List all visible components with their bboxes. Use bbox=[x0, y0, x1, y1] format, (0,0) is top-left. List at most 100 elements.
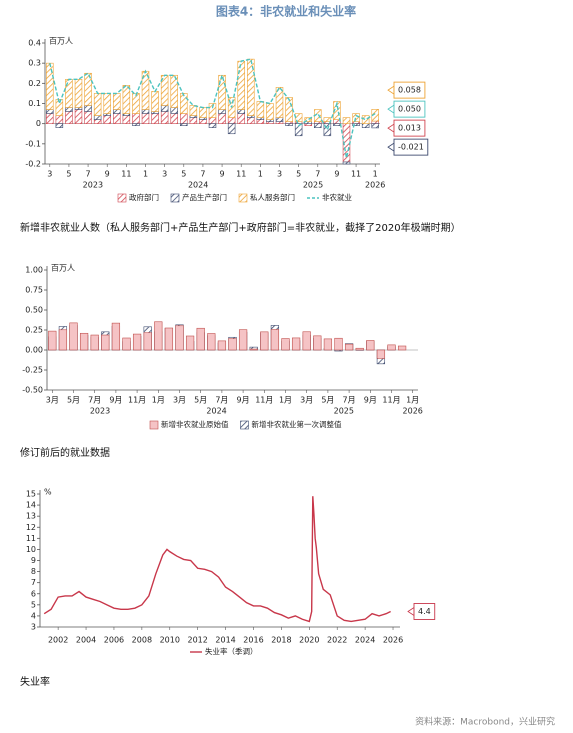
bar bbox=[170, 107, 178, 114]
bar bbox=[260, 331, 269, 351]
legend-swatch bbox=[240, 420, 249, 430]
x-group-label: 2024 bbox=[206, 407, 226, 416]
x-group-label: 2023 bbox=[83, 181, 103, 190]
bar bbox=[371, 123, 379, 129]
y-tick-label: -0.1 bbox=[25, 139, 41, 148]
x-tick-label: 11 bbox=[121, 170, 131, 179]
x-group-label: 2024 bbox=[188, 181, 208, 190]
bar bbox=[247, 115, 255, 118]
legend-swatch bbox=[238, 193, 248, 203]
x-tick-label: 3月 bbox=[173, 396, 186, 405]
y-tick-label: 9 bbox=[31, 556, 36, 565]
bar bbox=[275, 87, 284, 118]
bar bbox=[90, 334, 99, 351]
bar bbox=[170, 113, 178, 124]
caption: 失业率 bbox=[20, 675, 50, 688]
bar bbox=[291, 337, 301, 351]
y-tick-label: 0 bbox=[36, 119, 41, 128]
x-tick-label: 1月 bbox=[152, 396, 165, 405]
bar bbox=[227, 117, 236, 124]
end-label: 0.013 bbox=[398, 124, 421, 133]
bar bbox=[333, 123, 341, 126]
bar bbox=[207, 333, 216, 351]
end-label-box bbox=[413, 603, 436, 620]
bar bbox=[93, 93, 102, 116]
x-group-label: 2025 bbox=[303, 181, 323, 190]
bar bbox=[46, 62, 54, 110]
bar bbox=[164, 327, 174, 351]
bar bbox=[113, 93, 121, 110]
y-tick-label: 5 bbox=[31, 600, 36, 609]
bar bbox=[93, 119, 102, 124]
legend-swatch bbox=[117, 193, 127, 203]
bar bbox=[249, 348, 258, 351]
bar bbox=[189, 117, 198, 124]
end-label-box bbox=[393, 119, 426, 137]
y-tick-label: 10 bbox=[26, 545, 36, 554]
x-tick-label: 2006 bbox=[104, 636, 124, 645]
end-label: -0.021 bbox=[398, 143, 424, 152]
x-tick-label: 11月 bbox=[128, 396, 146, 405]
bar bbox=[366, 340, 375, 351]
bar bbox=[237, 109, 245, 114]
bar bbox=[285, 121, 293, 124]
bar bbox=[352, 113, 360, 122]
bar bbox=[323, 117, 332, 122]
bar bbox=[84, 105, 92, 112]
x-tick-label: 7月 bbox=[215, 396, 228, 405]
bar bbox=[46, 113, 54, 124]
bar bbox=[314, 121, 322, 124]
legend-label: 私人服务部门 bbox=[250, 192, 295, 202]
y-tick-label: 0.3 bbox=[28, 59, 41, 68]
x-tick-label: 7 bbox=[86, 170, 91, 179]
end-label-pointer bbox=[387, 142, 395, 152]
bar bbox=[302, 331, 311, 351]
bar bbox=[180, 123, 188, 126]
y-tick-label: 3 bbox=[31, 623, 36, 632]
bar bbox=[84, 111, 92, 124]
page-title: 图表4：非农就业和失业率 bbox=[216, 4, 356, 19]
bar bbox=[237, 60, 245, 110]
x-tick-label: 5月 bbox=[321, 396, 334, 405]
bar bbox=[256, 119, 265, 124]
x-tick-label: 2026 bbox=[383, 636, 403, 645]
bar bbox=[196, 327, 205, 351]
y-tick-label: 0.00 bbox=[25, 346, 43, 355]
y-tick-label: -0.2 bbox=[25, 160, 41, 169]
x-tick-label: 9月 bbox=[109, 396, 122, 405]
x-tick-label: 11 bbox=[236, 170, 246, 179]
bar bbox=[180, 93, 188, 114]
bar bbox=[208, 123, 217, 128]
end-label-pointer bbox=[387, 104, 395, 114]
bar bbox=[352, 123, 360, 126]
legend-label: 政府部门 bbox=[129, 192, 159, 202]
bar bbox=[275, 117, 284, 122]
x-tick-label: 5月 bbox=[67, 396, 80, 405]
x-tick-label: 11月 bbox=[255, 396, 273, 405]
y-tick-label: 0.25 bbox=[25, 326, 43, 335]
bar bbox=[65, 107, 73, 112]
x-tick-label: 5 bbox=[296, 170, 301, 179]
bar bbox=[74, 79, 83, 108]
bar bbox=[122, 113, 131, 116]
bar bbox=[132, 123, 140, 126]
y-tick-label: 0.4 bbox=[28, 39, 41, 48]
bar bbox=[361, 123, 370, 128]
line-series bbox=[49, 58, 376, 159]
source-note: 资料来源：Macrobond，兴业研究 bbox=[415, 716, 555, 728]
bar bbox=[218, 109, 226, 114]
bar bbox=[314, 123, 322, 128]
bar bbox=[189, 105, 198, 116]
bar bbox=[170, 74, 178, 108]
bar bbox=[151, 91, 159, 112]
bar bbox=[237, 113, 245, 124]
x-tick-label: 1月 bbox=[406, 396, 419, 405]
bar bbox=[132, 333, 142, 351]
x-tick-label: 9 bbox=[220, 170, 225, 179]
bar bbox=[113, 109, 121, 114]
bar bbox=[227, 123, 236, 135]
x-tick-label: 2024 bbox=[355, 636, 375, 645]
bar bbox=[154, 321, 163, 351]
bar bbox=[69, 322, 78, 351]
